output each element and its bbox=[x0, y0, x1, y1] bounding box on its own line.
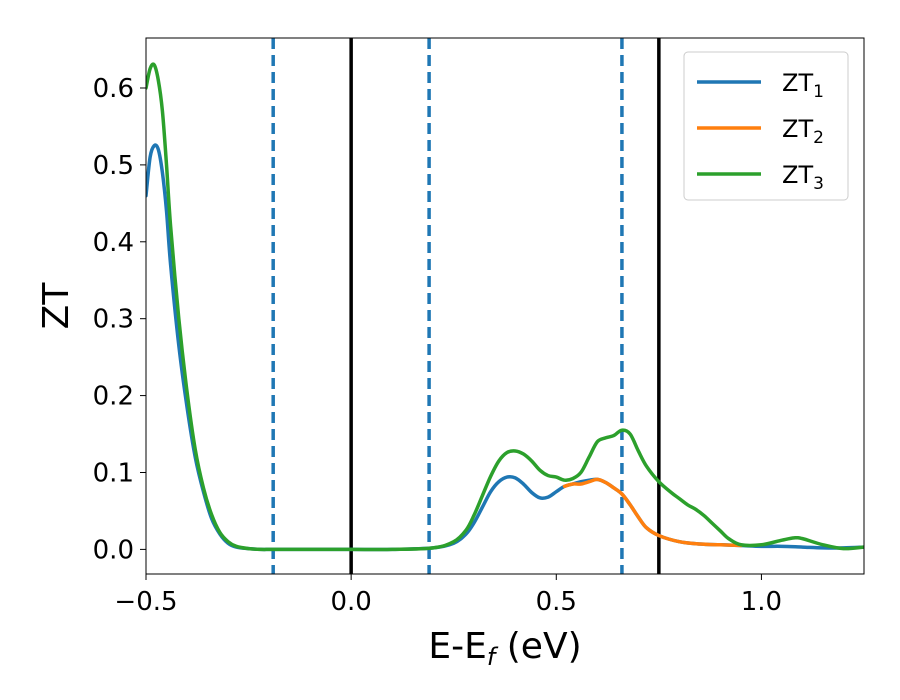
x-axis-label-unit: (eV) bbox=[495, 626, 581, 667]
series-line-zt3 bbox=[146, 62, 864, 552]
y-tick-label: 0.3 bbox=[93, 305, 134, 335]
plot-frame bbox=[145, 37, 865, 575]
legend-label-zt2: ZT2 bbox=[782, 115, 824, 148]
x-tick-label: 0.0 bbox=[330, 587, 371, 617]
legend-label-zt1: ZT1 bbox=[782, 69, 824, 102]
y-axis-label: ZT bbox=[36, 282, 77, 330]
x-tick-label: −0.5 bbox=[114, 587, 177, 617]
y-tick-label: 0.6 bbox=[93, 74, 134, 104]
y-tick-label: 0.1 bbox=[93, 458, 134, 488]
y-tick-label: 0.0 bbox=[93, 535, 134, 565]
legend-box bbox=[683, 51, 849, 201]
x-tick-label: 1.0 bbox=[741, 587, 782, 617]
y-tick-label: 0.2 bbox=[93, 382, 134, 412]
x-axis-label: E-Ef (eV) bbox=[428, 626, 581, 671]
y-tick-label: 0.4 bbox=[93, 228, 134, 258]
x-axis-label-main: E-E bbox=[428, 626, 486, 667]
legend-label-zt3: ZT3 bbox=[782, 161, 824, 194]
y-tick-label: 0.5 bbox=[93, 151, 134, 181]
series-line-zt2 bbox=[562, 477, 743, 548]
legend: ZT1 ZT2 ZT3 bbox=[683, 51, 849, 201]
x-tick-label: 0.5 bbox=[536, 587, 577, 617]
